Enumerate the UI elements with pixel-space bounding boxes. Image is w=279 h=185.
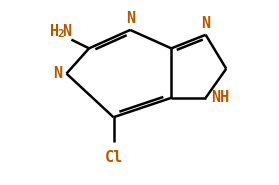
- Text: N: N: [126, 11, 135, 26]
- Text: N: N: [54, 66, 62, 81]
- Text: N: N: [201, 16, 210, 31]
- Text: NH: NH: [211, 90, 230, 105]
- Text: Cl: Cl: [104, 150, 123, 165]
- Text: H: H: [50, 24, 59, 39]
- Text: N: N: [62, 24, 72, 39]
- Text: 2: 2: [57, 29, 64, 39]
